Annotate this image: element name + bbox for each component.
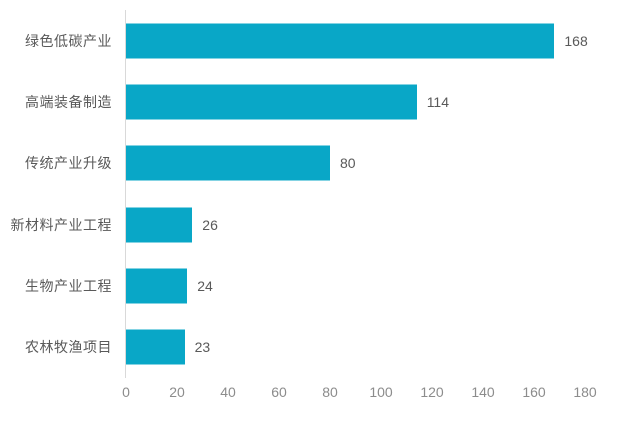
bar bbox=[126, 145, 330, 181]
chart-row: 绿色低碳产业 168 bbox=[0, 10, 636, 71]
value-label: 24 bbox=[197, 277, 213, 294]
bar bbox=[126, 23, 555, 59]
x-axis-tick-label: 40 bbox=[220, 384, 236, 400]
category-label: 生物产业工程 bbox=[25, 277, 112, 294]
category-label: 高端装备制造 bbox=[25, 93, 112, 110]
category-label: 新材料产业工程 bbox=[10, 216, 112, 233]
chart-row: 传统产业升级 80 bbox=[0, 133, 636, 194]
value-label: 80 bbox=[340, 155, 356, 172]
x-axis-tick-label: 0 bbox=[122, 384, 130, 400]
x-axis-tick-label: 80 bbox=[322, 384, 338, 400]
x-axis-tick-label: 120 bbox=[420, 384, 444, 400]
chart-row: 农林牧渔项目 23 bbox=[0, 317, 636, 378]
bar bbox=[126, 329, 185, 365]
x-axis-tick-label: 180 bbox=[573, 384, 597, 400]
bar bbox=[126, 207, 193, 243]
value-label: 114 bbox=[426, 93, 450, 110]
chart-row: 高端装备制造 114 bbox=[0, 71, 636, 132]
bar bbox=[126, 84, 417, 120]
x-axis-tick-label: 100 bbox=[369, 384, 393, 400]
value-label: 168 bbox=[564, 32, 588, 49]
category-label: 绿色低碳产业 bbox=[25, 32, 112, 49]
x-axis: 0 20 40 60 80 100 120 140 160 180 bbox=[0, 384, 636, 402]
x-axis-tick-label: 20 bbox=[169, 384, 185, 400]
x-axis-tick-label: 60 bbox=[271, 384, 287, 400]
x-axis-tick-label: 140 bbox=[471, 384, 495, 400]
category-label: 农林牧渔项目 bbox=[25, 339, 112, 356]
y-axis-line bbox=[125, 10, 126, 378]
chart-row: 新材料产业工程 26 bbox=[0, 194, 636, 255]
value-label: 23 bbox=[194, 339, 211, 356]
bar bbox=[126, 268, 188, 304]
category-label: 传统产业升级 bbox=[25, 155, 112, 172]
value-label: 26 bbox=[202, 216, 218, 233]
chart-row: 生物产业工程 24 bbox=[0, 255, 636, 316]
x-axis-tick-label: 160 bbox=[522, 384, 546, 400]
